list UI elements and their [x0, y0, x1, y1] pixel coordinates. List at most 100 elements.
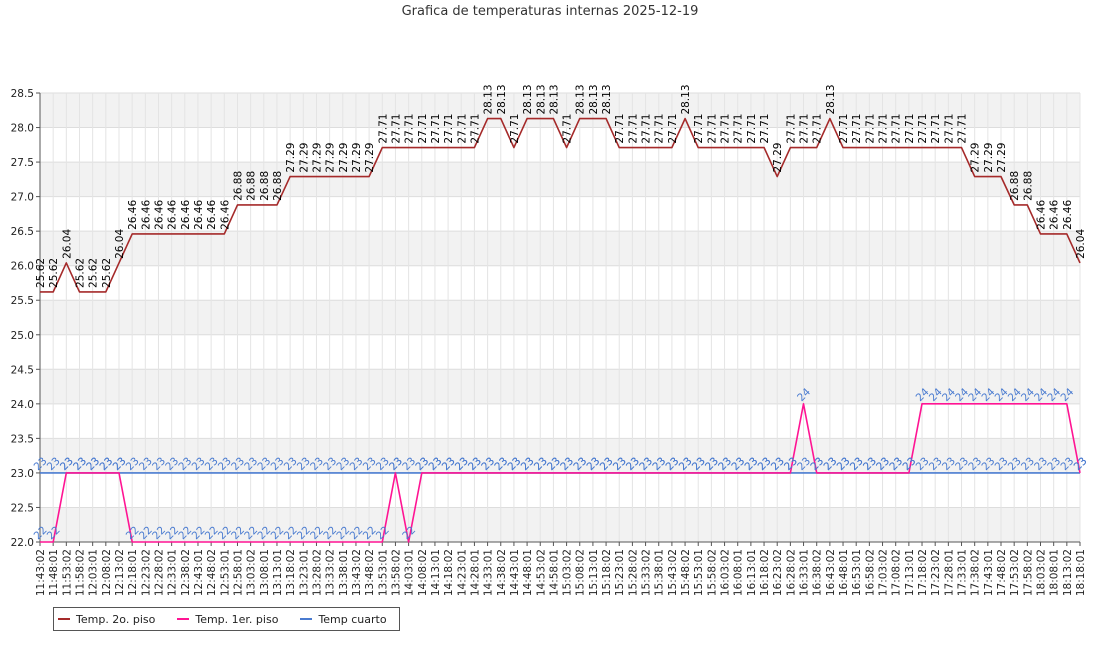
- x-tick-label: 13:38:01: [338, 549, 350, 596]
- x-tick-label: 16:33:01: [799, 549, 811, 596]
- x-tick-label: 14:28:01: [469, 549, 481, 596]
- data-label: 27.71: [693, 114, 705, 144]
- data-label: 26.04: [61, 229, 73, 259]
- x-tick-label: 16:03:02: [720, 549, 732, 596]
- plot-band: [40, 93, 1080, 128]
- data-label: 26.88: [232, 171, 244, 201]
- data-label: 28.13: [575, 84, 587, 114]
- data-label: 27.71: [785, 114, 797, 144]
- y-tick-label: 24.5: [11, 364, 34, 376]
- x-tick-label: 12:43:01: [193, 549, 205, 596]
- x-tick-label: 13:13:01: [272, 549, 284, 596]
- data-label: 27.71: [706, 114, 718, 144]
- data-label: 27.71: [838, 114, 850, 144]
- plot-bands: [40, 93, 1080, 542]
- plot-band: [40, 472, 1080, 508]
- x-tick-label: 14:18:02: [443, 549, 455, 596]
- y-tick-label: 26.5: [11, 226, 34, 238]
- x-tick-label: 14:23:01: [456, 549, 468, 596]
- x-tick-label: 18:18:01: [1075, 549, 1087, 596]
- plot-band: [40, 369, 1080, 404]
- x-tick-label: 16:38:02: [812, 549, 824, 596]
- x-tick-label: 18:03:02: [1036, 549, 1048, 596]
- data-label: 27.71: [851, 114, 863, 144]
- x-tick-label: 12:38:02: [180, 549, 192, 596]
- x-tick-label: 16:23:02: [772, 549, 784, 596]
- x-tick-label: 16:13:01: [746, 549, 758, 596]
- legend-swatch: [177, 618, 190, 620]
- x-tick-label: 11:43:02: [35, 549, 47, 596]
- data-label: 26.88: [1009, 171, 1021, 201]
- data-label: 27.71: [417, 114, 429, 144]
- series-lines: [40, 117, 1081, 543]
- data-label: 28.13: [535, 84, 547, 114]
- data-label: 26.88: [259, 171, 271, 201]
- x-tick-label: 15:03:02: [562, 549, 574, 596]
- x-tick-label: 11:48:01: [48, 549, 60, 596]
- legend: Temp. 2o. piso Temp. 1er. piso Temp cuarto: [53, 607, 400, 631]
- data-label: 28.13: [483, 84, 495, 114]
- series-line-1: [40, 117, 1081, 293]
- data-label: 27.71: [469, 114, 481, 144]
- x-tick-label: 12:08:02: [101, 549, 113, 596]
- data-label: 26.46: [167, 200, 179, 230]
- y-tick-label: 24.0: [11, 399, 34, 411]
- x-tick-label: 17:58:02: [1022, 549, 1034, 596]
- x-tick-label: 17:38:02: [970, 549, 982, 596]
- x-tick-label: 15:18:02: [601, 549, 613, 596]
- x-tick-label: 12:18:01: [127, 549, 139, 596]
- data-label: 28.13: [522, 84, 534, 114]
- data-label: 26.46: [1062, 200, 1074, 230]
- y-tick-label: 22.5: [11, 502, 34, 514]
- y-tick-label: 26.0: [11, 261, 34, 273]
- y-tick-label: 22.0: [11, 537, 34, 549]
- x-tick-label: 11:58:02: [74, 549, 86, 596]
- x-tick-label: 17:13:01: [904, 549, 916, 596]
- y-tick-label: 28.5: [11, 88, 34, 100]
- x-tick-label: 16:18:02: [759, 549, 771, 596]
- y-tick-label: 23.0: [11, 468, 34, 480]
- x-tick-label: 14:33:01: [483, 549, 495, 596]
- data-label: 26.46: [140, 200, 152, 230]
- x-tick-label: 12:23:02: [140, 549, 152, 596]
- data-label: 27.71: [746, 114, 758, 144]
- plot-band: [40, 334, 1080, 370]
- data-label: 26.04: [114, 229, 126, 259]
- data-label: 27.71: [390, 114, 402, 144]
- data-label: 27.71: [720, 114, 732, 144]
- data-label: 28.13: [496, 84, 508, 114]
- plot-band: [40, 162, 1080, 197]
- data-label: 27.29: [325, 143, 337, 173]
- x-tick-label: 15:33:02: [641, 549, 653, 596]
- x-tick-label: 15:23:01: [614, 549, 626, 596]
- y-tick-label: 27.5: [11, 157, 34, 169]
- x-tick-label: 16:43:02: [825, 549, 837, 596]
- data-label: 26.88: [1022, 171, 1034, 201]
- data-label: 25.62: [74, 258, 86, 288]
- x-tick-label: 16:08:01: [733, 549, 745, 596]
- x-tick-label: 13:53:01: [377, 549, 389, 596]
- y-tick-labels: 22.0 22.5 23.0 23.5 24.0 24.5 25.0 25.5 26.0 26.5…: [11, 88, 34, 549]
- data-label: 27.71: [404, 114, 416, 144]
- data-label: 27.29: [364, 143, 376, 173]
- y-tick-label: 25.0: [11, 330, 34, 342]
- x-tick-label: 12:03:01: [88, 549, 100, 596]
- x-tick-label: 17:28:01: [943, 549, 955, 596]
- data-label: 28.13: [680, 84, 692, 114]
- data-label: 26.46: [219, 200, 231, 230]
- data-label: 27.71: [930, 114, 942, 144]
- data-label: 26.46: [1036, 200, 1048, 230]
- x-tick-label: 16:28:02: [785, 549, 797, 596]
- data-label: 28.13: [588, 84, 600, 114]
- y-tick-label: 28.0: [11, 123, 34, 135]
- data-label: 26.46: [193, 200, 205, 230]
- data-label: 27.71: [509, 114, 521, 144]
- legend-item: Temp cuarto: [300, 612, 387, 626]
- data-label: 27.71: [864, 114, 876, 144]
- data-label: 28.13: [548, 84, 560, 114]
- legend-label: Temp cuarto: [318, 612, 387, 626]
- data-label: 27.29: [351, 143, 363, 173]
- x-tick-label: 11:53:02: [61, 549, 73, 596]
